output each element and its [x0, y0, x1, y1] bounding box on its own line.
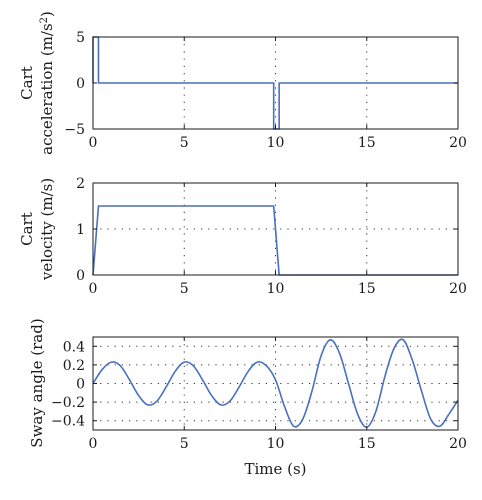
panel-2-ytick-label-1: 1	[76, 222, 85, 238]
panel-3-ylabel-line-1: Sway angle (rad)	[28, 318, 46, 447]
panel-1-xtick-label-0: 0	[89, 135, 98, 151]
panel-3-series-line-1	[92, 338, 459, 429]
panel-1-ytick-label-1: 0	[76, 76, 85, 92]
panel-1-xtick-label-4: 20	[449, 135, 467, 151]
panel-2-xtick-label-0: 0	[89, 281, 98, 297]
panel-2-xtick-label-1: 5	[180, 281, 189, 297]
panel-3-ytick-label-3: −0.2	[51, 395, 85, 411]
panel-3-ytick-label-0: 0.4	[63, 339, 85, 355]
panel-3-ytick-label-2: 0	[76, 377, 85, 393]
panel-1-xtick-label-3: 15	[358, 135, 376, 151]
panel-3-xtick-label-4: 20	[449, 436, 467, 452]
panel-2-ytick-label-2: 0	[76, 268, 85, 284]
panel-1-xtick-label-2: 10	[267, 135, 285, 151]
panel-2-xtick-label-3: 15	[358, 281, 376, 297]
panel-1-xtick-label-1: 5	[180, 135, 189, 151]
panel-3-xtick-label-0: 0	[89, 436, 98, 452]
panel-1-ylabel-line-2: acceleration (m/s2)	[38, 11, 56, 155]
panel-2-series-line-1	[92, 205, 458, 276]
panel-2-xtick-label-2: 10	[267, 281, 285, 297]
panel-3-ytick-label-1: 0.2	[63, 358, 85, 374]
x-axis-label: Time (s)	[244, 460, 306, 478]
panel-1-series-line-1	[92, 36, 458, 130]
panel-1-ylabel-line-1: Cart	[18, 66, 36, 100]
panel-2-ylabel-line-2: velocity (m/s)	[38, 178, 56, 281]
panel-3-xtick-label-1: 5	[180, 436, 189, 452]
panel-2-ytick-label-0: 2	[76, 176, 85, 192]
panel-3-xtick-label-2: 10	[267, 436, 285, 452]
panel-2-xtick-label-4: 20	[449, 281, 467, 297]
panel-3-xtick-label-3: 15	[358, 436, 376, 452]
panel-3-ytick-label-4: −0.4	[51, 414, 85, 430]
panel-1-ytick-label-0: 5	[76, 30, 85, 46]
panel-2-ylabel-line-1: Cart	[18, 212, 36, 246]
panel-1-ytick-label-2: −5	[64, 122, 85, 138]
